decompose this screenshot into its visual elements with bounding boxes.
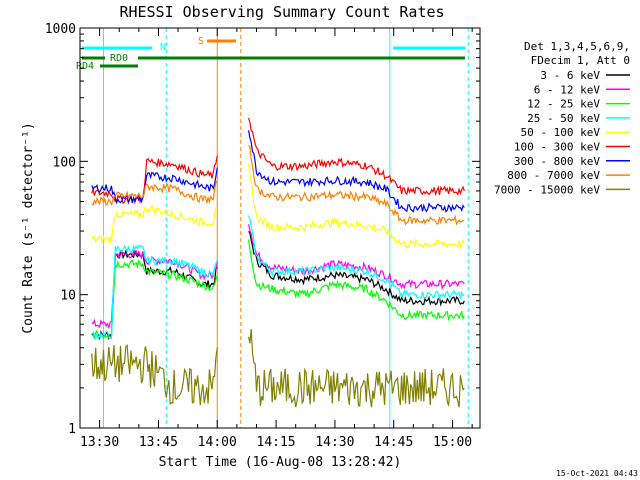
series-line: [248, 224, 465, 290]
x-tick-label: 14:15: [257, 435, 296, 450]
legend-entry-label: 12 - 25 keV: [527, 98, 600, 111]
series-line: [91, 244, 218, 341]
legend: Det 1,3,4,5,6,9, FDecim 1, Att 0 3 - 6 k…: [494, 40, 630, 196]
series-group: [91, 117, 465, 408]
flag-label: RD4: [76, 61, 94, 72]
legend-header-1: Det 1,3,4,5,6,9,: [524, 40, 630, 53]
y-tick-label: 1000: [45, 22, 76, 37]
legend-entry-label: 3 - 6 keV: [540, 69, 600, 82]
x-tick-label: 14:00: [198, 435, 237, 450]
y-tick-label: 10: [60, 289, 76, 304]
footer-timestamp: 15-Oct-2021 04:43: [556, 469, 638, 478]
series-line: [91, 204, 218, 245]
series-line: [91, 344, 218, 406]
y-tick-label: 100: [53, 155, 76, 170]
series-line: [248, 130, 465, 213]
series-line: [248, 239, 465, 322]
chart-title: RHESSI Observing Summary Count Rates: [119, 3, 444, 21]
plot-frame: [79, 27, 481, 429]
y-tick-label: 1: [68, 422, 76, 437]
series-line: [248, 163, 465, 250]
series-line: [248, 117, 465, 197]
x-tick-label: 14:30: [315, 435, 354, 450]
series-line: [248, 144, 465, 226]
x-tick-label: 14:45: [374, 435, 413, 450]
y-axis-label: Count Rate (s⁻¹ detector⁻¹): [21, 122, 36, 333]
x-tick-label: 15:00: [433, 435, 472, 450]
legend-entry-label: 6 - 12 keV: [534, 83, 601, 96]
legend-entry-label: 300 - 800 keV: [514, 155, 600, 168]
y-axis: 1 10 100 1000: [45, 22, 480, 437]
legend-entry-label: 50 - 100 keV: [521, 126, 601, 139]
x-axis-label: Start Time (16-Aug-08 13:28:42): [159, 455, 402, 470]
legend-entry-label: 800 - 7000 keV: [507, 169, 600, 182]
series-line: [248, 231, 465, 307]
series-line: [248, 329, 465, 408]
series-line: [248, 216, 465, 301]
series-line: [91, 155, 218, 205]
flag-label: N: [160, 42, 166, 53]
flag-bars: N S RD0 RD4: [76, 36, 465, 72]
legend-entry-label: 100 - 300 keV: [514, 141, 600, 154]
x-tick-label: 13:30: [80, 435, 119, 450]
series-line: [91, 167, 218, 205]
flag-label: S: [198, 36, 204, 47]
x-tick-label: 13:45: [139, 435, 178, 450]
legend-entry-label: 25 - 50 keV: [527, 112, 600, 125]
flag-label: RD0: [110, 53, 128, 64]
x-axis: 13:30 13:45 14:00 14:15 14:30 14:45 15:00: [79, 28, 473, 450]
series-line: [91, 180, 218, 207]
legend-header-2: FDecim 1, Att 0: [531, 54, 630, 67]
legend-entry-label: 7000 - 15000 keV: [494, 183, 600, 196]
